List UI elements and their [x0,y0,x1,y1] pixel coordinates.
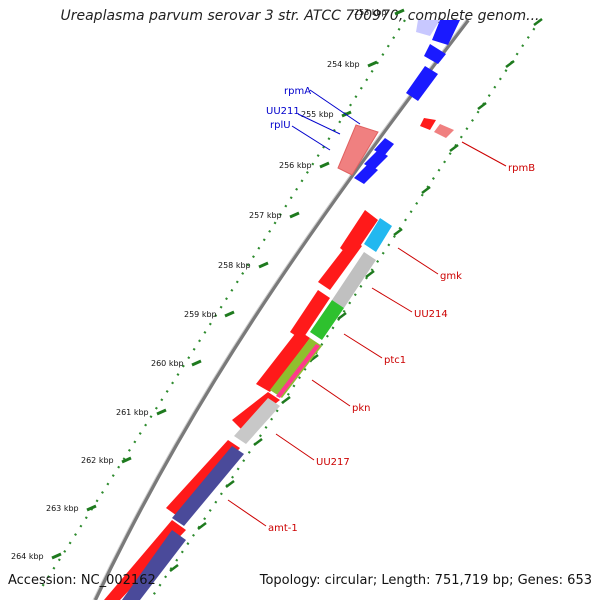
gene-label-rplU[interactable]: rplU [270,120,291,131]
ruler-dotted-outer [39,19,406,591]
inner-tick-mark [169,564,179,572]
inner-tick-mark [449,144,459,152]
kbp-tick-mark [367,60,378,68]
kbp-tick-label: 253 kbp [354,8,387,17]
gene-feature-blue-b[interactable] [424,44,446,64]
gene-feature-red-4[interactable] [256,330,310,392]
kbp-tick-mark [319,161,330,169]
inner-tick-mark [337,312,347,320]
kbp-tick-mark [394,8,405,16]
gene-feature-rpmB[interactable] [420,118,436,130]
genome-backbone-highlight [92,19,467,600]
label-leader-UU211 [297,113,341,135]
gene-feature-UU217[interactable] [234,398,280,444]
gene-label-gmk[interactable]: gmk [440,271,462,282]
gene-label-ptc1[interactable]: ptc1 [384,355,406,366]
inner-tick-mark [393,228,403,236]
inner-tick-mark [477,102,487,110]
kbp-tick-label: 255 kbp [301,110,334,119]
label-leader-rpmA [309,89,361,125]
label-leader-pkn [311,379,351,407]
label-leader-rpmB [461,141,507,167]
genome-summary-label: Topology: circular; Length: 751,719 bp; … [259,573,592,588]
inner-tick-mark [225,480,235,488]
gene-label-layer: rpmA UU211 rplU rpmB gmk UU214 ptc1 pkn … [227,86,535,534]
gene-feature-red-3[interactable] [290,290,330,340]
kbp-tick-mark [289,211,300,219]
kbp-tick-mark [224,310,235,318]
gene-label-rpmB[interactable]: rpmB [508,163,535,174]
kbp-tick-label: 262 kbp [81,456,114,465]
kbp-tick-mark [51,552,62,560]
inner-tick-mark [281,396,291,404]
kbp-tick-label: 257 kbp [249,211,282,220]
label-leader-ptc1 [343,333,383,359]
kbp-tick-label: 256 kbp [279,161,312,170]
kbp-tick-label: 261 kbp [116,408,149,417]
kbp-tick-label: 260 kbp [151,359,184,368]
kbp-tick-mark [258,261,269,269]
label-leader-amt-1 [227,499,267,527]
gene-feature-pkn[interactable] [270,338,322,398]
gene-feature-rpmB-shadow[interactable] [434,124,454,138]
gene-feature-top-grey[interactable] [416,20,440,36]
kbp-tick-mark [341,110,352,118]
gene-feature-UU214[interactable] [332,252,376,308]
inner-tick-mark [309,354,319,362]
inner-tick-mark [197,522,207,530]
gene-label-UU217[interactable]: UU217 [316,457,350,468]
accession-label: Accession: NC_002162 [8,573,156,588]
genome-backbone [93,18,470,600]
gene-feature-UU211[interactable] [364,150,388,170]
label-leader-gmk [397,247,439,275]
inner-tick-mark [505,60,515,68]
gene-feature-top-blue[interactable] [432,20,460,45]
inner-tick-mark [253,438,263,446]
kbp-tick-label: 258 kbp [218,261,251,270]
label-leader-rplU [291,125,331,151]
kbp-tick-label: 264 kbp [11,552,44,561]
inner-tick-mark [533,18,543,26]
reverse-strand-track [122,20,460,600]
gene-feature-ptc1[interactable] [310,300,344,340]
gene-feature-red-2[interactable] [318,238,362,290]
inner-tick-mark [365,270,375,278]
gene-label-UU211[interactable]: UU211 [266,106,300,117]
label-leader-UU214 [371,287,413,313]
label-leader-UU217 [275,433,315,461]
gene-label-rpmA[interactable]: rpmA [284,86,311,97]
gene-feature-pkn-stripe[interactable] [276,344,320,398]
gene-feature-blue-c[interactable] [354,164,378,184]
gene-feature-amt-1[interactable] [172,446,244,526]
gene-feature-blue-a[interactable] [406,66,438,101]
gene-feature-gmk[interactable] [364,218,392,252]
gene-label-amt-1[interactable]: amt-1 [268,523,298,534]
gene-label-pkn[interactable]: pkn [352,403,370,414]
kbp-tick-mark [191,359,202,367]
kbp-tick-mark [121,456,132,464]
gene-feature-amt-1-tail[interactable] [122,530,186,600]
kbp-tick-label: 263 kbp [46,504,79,513]
gene-feature-rpmA-block[interactable] [337,124,379,176]
kbp-tick-mark [86,504,97,512]
gene-label-UU214[interactable]: UU214 [414,309,448,320]
kbp-tick-mark [156,408,167,416]
tick-layer: 253 kbp 254 kbp 255 kbp 256 kbp 257 kbp 258 k… [11,8,543,572]
kbp-tick-label: 254 kbp [327,60,360,69]
kbp-tick-label: 259 kbp [184,310,217,319]
inner-tick-mark [421,186,431,194]
